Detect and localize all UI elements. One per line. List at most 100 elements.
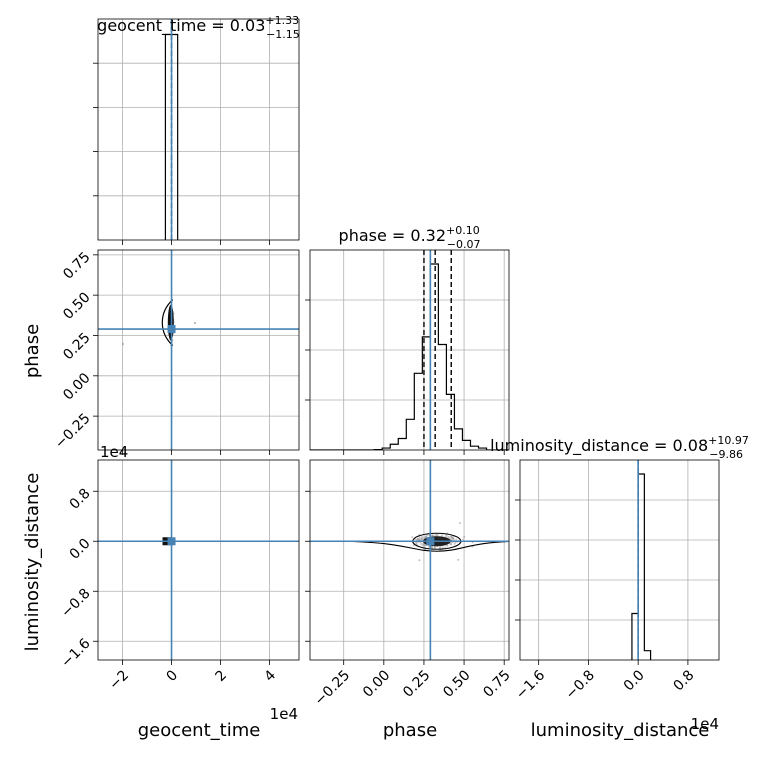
panel-geocent-time-hist-frame: [97, 18, 300, 241]
panel-phase-hist: [305, 249, 510, 455]
scatter-point-phase-distance: [420, 535, 423, 538]
xtick-label-phase-4: 0.75: [480, 667, 513, 700]
xtick-label-luminosity_distance-0: −1.6: [513, 667, 548, 702]
ytick-label-phase-3: 0.50: [60, 290, 93, 323]
scatter-point-phase-distance: [452, 537, 455, 540]
xtick-label-geocent_time-0: −2: [106, 667, 132, 693]
xlabel-luminosity_distance: luminosity_distance: [531, 720, 710, 741]
xtick-label-geocent_time-1: 0: [164, 667, 182, 685]
panel-geocent-distance-plotarea: [98, 460, 299, 660]
truth-marker-geocent-distance: [167, 537, 176, 546]
xtick-label-geocent_time-2: 2: [213, 667, 231, 685]
xtick-label-phase-0: −0.25: [312, 667, 354, 709]
scatter-point-phase-distance: [415, 543, 418, 546]
offset-text-luminosity_distance-y: 1e4: [100, 443, 128, 461]
scatter-point-phase-distance: [412, 544, 415, 547]
scatter-point-phase-distance: [459, 522, 462, 525]
panel-geocent-phase-plotarea: [98, 250, 299, 450]
scatter-point-phase-distance: [411, 536, 414, 539]
panel-geocent-time-hist: [93, 18, 300, 245]
title-sup-phase: +0.10: [446, 224, 480, 237]
title-text-geocent_time: geocent_time = 0.03+1.33 −1.15: [97, 14, 300, 41]
ytick-label-phase-2: 0.25: [60, 330, 93, 363]
ytick-label-luminosity_distance-3: 0.8: [67, 486, 94, 513]
scatter-point-phase-distance: [421, 544, 424, 547]
scatter-point-phase-distance: [437, 533, 440, 536]
hist-luminosity_distance: [631, 473, 652, 660]
ytick-label-luminosity_distance-2: 0.0: [67, 536, 94, 563]
panel-distance-hist: −1.6 −0.8 0.0 0.8: [513, 459, 720, 703]
title-main-luminosity_distance: luminosity_distance = 0.08: [490, 436, 708, 456]
contour-outer-phase-distance: [341, 540, 509, 552]
title-sup-luminosity_distance: +10.97: [708, 434, 749, 447]
contour-geocent-phase: [161, 299, 174, 347]
truth-marker-geocent-phase: [167, 325, 176, 334]
panel-geocent-phase-frame: [97, 249, 300, 451]
panel-distance-hist-frame: [519, 459, 720, 661]
scatter-point-phase-distance: [441, 546, 444, 549]
scatter-point-phase-distance: [453, 538, 456, 541]
title-sub-geocent_time: −1.15: [266, 28, 300, 41]
title-sup-geocent_time: +1.33: [265, 14, 299, 27]
offset-text-luminosity_distance-x: 1e4: [691, 715, 719, 733]
ytick-label-luminosity_distance-0: −1.6: [58, 636, 93, 671]
panel-geocent-phase: −0.25 0.00 0.25 0.50 0.75: [52, 249, 300, 455]
panel-geocent-distance: −2 0 2 4 −1.6 −0.8 0.0 0.8: [58, 459, 300, 693]
panel-phase-distance: −0.25 0.00 0.25 0.50 0.75: [305, 459, 514, 709]
panel-phase-distance-plotarea: [310, 460, 509, 660]
xtick-label-phase-3: 0.50: [440, 667, 473, 700]
xtick-label-geocent_time-3: 4: [262, 667, 280, 685]
xlabel-phase: phase: [383, 720, 437, 741]
title-sub-phase: −0.07: [447, 238, 481, 251]
scatter-point-phase-distance: [438, 546, 441, 549]
panel-geocent-distance-frame: [97, 459, 300, 661]
xtick-label-luminosity_distance-2: 0.0: [621, 667, 648, 694]
title-main-geocent_time: geocent_time = 0.03: [97, 16, 265, 36]
panel-phase-hist-plotarea: [310, 250, 509, 450]
scatter-point-phase-distance: [418, 536, 421, 539]
panel-distance-hist-plotarea: [520, 460, 719, 660]
scatter-point-phase-distance: [455, 538, 458, 541]
scatter-point-phase-distance: [462, 538, 465, 541]
xtick-label-phase-2: 0.25: [400, 667, 433, 700]
ytick-label-phase-0: −0.25: [52, 410, 94, 452]
scatter-point-geocent-phase: [193, 321, 197, 325]
scatter-point-phase-distance: [419, 543, 422, 546]
panel-geocent-time-hist-plotarea: [98, 19, 299, 240]
scatter-point-phase-distance: [421, 542, 424, 545]
xtick-label-phase-1: 0.00: [360, 667, 393, 700]
offset-text-geocent_time: 1e4: [270, 705, 298, 723]
ylabel-phase: phase: [22, 324, 43, 378]
title-text-luminosity_distance: luminosity_distance = 0.08+10.97 −9.86: [490, 434, 749, 461]
panel-phase-hist-frame: [309, 249, 510, 451]
truth-marker-phase-distance: [426, 537, 435, 546]
ytick-label-phase-4: 0.75: [60, 249, 93, 282]
scatter-point-phase-distance: [444, 534, 447, 537]
scatter-point-phase-distance: [431, 534, 434, 537]
scatter-point-phase-distance: [441, 534, 444, 537]
xtick-label-luminosity_distance-1: −0.8: [563, 667, 598, 702]
scatter-point-phase-distance: [435, 533, 438, 536]
ytick-label-phase-1: 0.00: [60, 370, 93, 403]
xlabel-geocent_time: geocent_time: [138, 720, 261, 741]
title-luminosity_distance: luminosity_distance = 0.08+10.97 −9.86: [490, 434, 749, 461]
panel-phase-distance-frame: [309, 459, 510, 661]
title-main-phase: phase = 0.32: [339, 226, 446, 245]
scatter-point-phase-distance: [457, 558, 460, 561]
scatter-point-phase-distance: [433, 546, 436, 549]
title-sub-luminosity_distance: −9.86: [709, 448, 743, 461]
scatter-point-phase-distance: [418, 559, 421, 562]
hist-phase: [310, 263, 509, 450]
ytick-label-luminosity_distance-1: −0.8: [58, 586, 93, 621]
scatter-point-phase-distance: [421, 538, 424, 541]
ylabel-luminosity_distance: luminosity_distance: [22, 473, 43, 652]
title-text-phase: phase = 0.32+0.10 −0.07: [339, 224, 481, 251]
scatter-point-geocent-phase: [121, 342, 125, 346]
xtick-label-luminosity_distance-3: 0.8: [670, 667, 697, 694]
title-geocent_time: geocent_time = 0.03+1.33 −1.15: [97, 14, 300, 41]
scatter-point-phase-distance: [417, 538, 420, 541]
title-phase: phase = 0.32+0.10 −0.07: [339, 224, 481, 251]
scatter-point-phase-distance: [449, 535, 452, 538]
